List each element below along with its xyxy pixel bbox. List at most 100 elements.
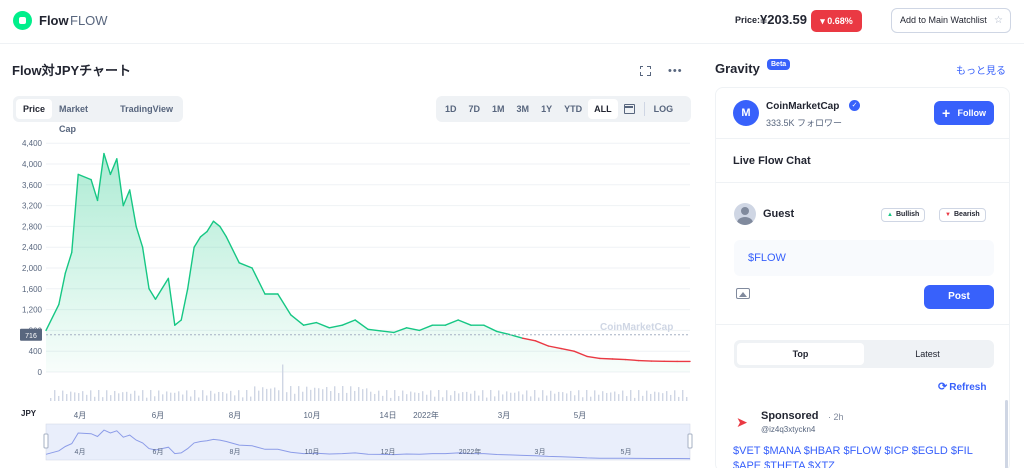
price-line-segment bbox=[212, 220, 221, 228]
volume-bar bbox=[90, 390, 92, 401]
volume-bar bbox=[554, 393, 556, 401]
watchlist-label: Add to Main Watchlist bbox=[900, 15, 987, 25]
navigator-tick-label: 6月 bbox=[153, 448, 164, 456]
chart-view-tabs: Price Market Cap TradingView bbox=[13, 96, 183, 134]
volume-bar bbox=[214, 393, 216, 401]
volume-bar bbox=[250, 396, 252, 401]
x-tick-label: 10月 bbox=[304, 411, 321, 420]
price-line-segment bbox=[405, 327, 421, 332]
range-1d[interactable]: 1D bbox=[445, 104, 457, 114]
tab-top[interactable]: Top bbox=[737, 343, 864, 365]
volume-bar bbox=[478, 395, 480, 401]
navigator-tick-label: 3月 bbox=[535, 448, 546, 456]
volume-bar bbox=[166, 391, 168, 401]
follow-button[interactable]: + Follow bbox=[934, 101, 994, 125]
volume-bar bbox=[674, 390, 676, 401]
volume-bar bbox=[418, 392, 420, 401]
y-tick-label: 4,000 bbox=[22, 160, 43, 169]
volume-bar bbox=[438, 390, 440, 401]
volume-bar bbox=[370, 391, 372, 401]
bullish-button[interactable]: ▲ Bullish bbox=[881, 208, 926, 222]
volume-bar bbox=[134, 390, 136, 401]
tab-tradingview[interactable]: TradingView bbox=[120, 104, 173, 114]
volume-bar bbox=[446, 390, 448, 401]
volume-bar bbox=[450, 395, 452, 401]
calendar-icon[interactable] bbox=[623, 104, 635, 114]
see-more-link[interactable]: もっと見る bbox=[956, 66, 1006, 77]
fullscreen-icon[interactable] bbox=[638, 64, 652, 78]
tab-price[interactable]: Price bbox=[16, 99, 53, 119]
chart-title: Flow対JPYチャート bbox=[12, 63, 132, 78]
volume-bar bbox=[278, 390, 280, 401]
range-all[interactable]: ALL bbox=[588, 99, 618, 119]
tab-market-cap[interactable]: Market Cap bbox=[59, 104, 89, 134]
tab-latest[interactable]: Latest bbox=[915, 349, 940, 359]
volume-bar bbox=[198, 397, 200, 401]
range-7d[interactable]: 7D bbox=[468, 104, 481, 114]
gravity-panel: CoinMarketCap ✓ 333.5K フォロワー + Follow Li… bbox=[715, 87, 1010, 468]
follower-count: 333.5K フォロワー bbox=[766, 118, 843, 128]
scrollbar[interactable] bbox=[1005, 400, 1008, 468]
volume-bar bbox=[454, 390, 456, 401]
volume-bar bbox=[458, 393, 460, 401]
volume-bar bbox=[386, 390, 388, 401]
post-input[interactable]: $FLOW bbox=[734, 240, 994, 276]
navigator-tick-label: 8月 bbox=[230, 448, 241, 456]
price-line-segment bbox=[238, 262, 253, 269]
range-1m[interactable]: 1M bbox=[492, 104, 505, 114]
log-toggle[interactable]: LOG bbox=[653, 104, 674, 114]
range-3m[interactable]: 3M bbox=[516, 104, 530, 114]
volume-bar bbox=[202, 390, 204, 401]
volume-bar bbox=[62, 390, 64, 401]
coin-name: Flow bbox=[39, 13, 69, 28]
volume-bar bbox=[422, 391, 424, 401]
price-line-segment bbox=[328, 324, 343, 329]
price-change-value: 0.68% bbox=[827, 16, 853, 26]
price-line-segment bbox=[96, 152, 105, 202]
volume-bar bbox=[194, 390, 196, 401]
image-upload-icon[interactable] bbox=[736, 288, 750, 299]
volume-bar bbox=[578, 390, 580, 401]
price-line-segment bbox=[129, 189, 137, 228]
y-tick-label: 400 bbox=[29, 347, 43, 356]
volume-bar bbox=[610, 392, 612, 401]
volume-bar bbox=[654, 391, 656, 401]
volume-bar bbox=[534, 390, 536, 401]
price-line-segment bbox=[444, 319, 459, 326]
volume-bar bbox=[102, 397, 104, 401]
volume-bar bbox=[626, 396, 628, 401]
volume-bar bbox=[590, 396, 592, 401]
caret-down-icon: ▾ bbox=[820, 16, 825, 26]
refresh-button[interactable]: ⟳ Refresh bbox=[938, 380, 986, 393]
volume-bar bbox=[430, 390, 432, 401]
range-ytd[interactable]: YTD bbox=[564, 104, 583, 114]
follow-label: Follow bbox=[957, 108, 987, 118]
volume-bar bbox=[254, 386, 256, 401]
volume-bar bbox=[126, 391, 128, 401]
volume-bar bbox=[294, 393, 296, 401]
sponsored-handle[interactable]: @iz4q3xtyckn4 bbox=[761, 425, 816, 434]
price-chart[interactable]: 4,400 4,000 3,600 3,200 2,800 2,400 2,000 1,600… bbox=[0, 128, 700, 468]
volume-bar bbox=[130, 393, 132, 401]
account-name[interactable]: CoinMarketCap bbox=[766, 101, 840, 112]
range-1y[interactable]: 1Y bbox=[541, 104, 553, 114]
y-tick-label: 2,000 bbox=[22, 264, 43, 273]
post-button[interactable]: Post bbox=[924, 285, 994, 309]
volume-bar bbox=[334, 386, 336, 401]
volume-bar bbox=[518, 391, 520, 401]
volume-bar bbox=[170, 392, 172, 401]
beta-badge: Beta bbox=[767, 59, 791, 70]
volume-bar bbox=[502, 394, 504, 401]
x-tick-label: 4月 bbox=[74, 411, 86, 420]
price-line-segment bbox=[599, 357, 614, 360]
x-tick-label: 6月 bbox=[152, 411, 164, 420]
bearish-button[interactable]: ▼ Bearish bbox=[939, 208, 986, 222]
price-line-segment bbox=[251, 267, 266, 295]
volume-bar bbox=[262, 387, 264, 401]
volume-bar bbox=[638, 390, 640, 401]
currency-label: JPY bbox=[21, 409, 37, 418]
more-options-icon[interactable]: ••• bbox=[668, 65, 683, 77]
volume-bar bbox=[402, 390, 404, 401]
chart-range-tabs: 1D 7D 1M 3M 1Y YTD ALL LOG bbox=[436, 96, 691, 122]
add-to-watchlist-button[interactable]: Add to Main Watchlist ☆ bbox=[891, 8, 1011, 33]
